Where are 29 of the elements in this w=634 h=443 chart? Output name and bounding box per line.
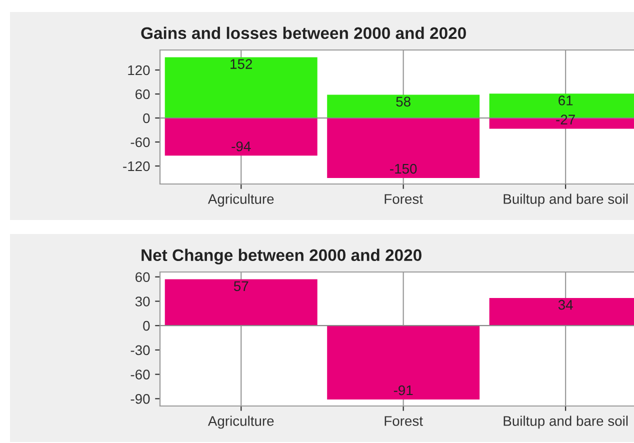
y-tick-label: -30	[130, 345, 150, 356]
y-tick-label: -60	[130, 370, 150, 380]
data-label: 58	[396, 96, 410, 107]
data-label: -91	[394, 385, 413, 396]
y-tick-label: -120	[123, 161, 150, 172]
bar	[164, 118, 318, 156]
chart-title: Gains and losses between 2000 and 2020	[141, 26, 466, 40]
y-tick-label: 60	[136, 272, 150, 282]
y-tick-label: 30	[135, 296, 150, 306]
x-tick-label: Forest	[384, 194, 423, 204]
bar	[164, 57, 318, 118]
x-tick-label: Agriculture	[208, 194, 274, 207]
data-label: 152	[230, 59, 252, 69]
data-label: -150	[390, 164, 417, 174]
x-tick-label: Forest	[384, 416, 423, 426]
data-label: 61	[558, 96, 573, 106]
y-tick-label: -90	[130, 394, 150, 404]
data-label: 57	[234, 281, 248, 292]
data-label: -94	[232, 141, 251, 152]
x-tick-label: Agriculture	[208, 416, 274, 429]
x-tick-label: Builtup and bare soil	[504, 194, 628, 207]
chart-title: Net Change between 2000 and 2020	[142, 248, 422, 264]
y-tick-label: 0	[143, 320, 150, 331]
data-label: 34	[558, 300, 573, 310]
y-tick-label: -60	[130, 137, 150, 148]
y-tick-label: 0	[143, 113, 150, 124]
y-tick-label: 60	[136, 89, 150, 100]
y-tick-label: 120	[128, 65, 150, 76]
x-tick-label: Builtup and bare soil	[504, 416, 628, 429]
